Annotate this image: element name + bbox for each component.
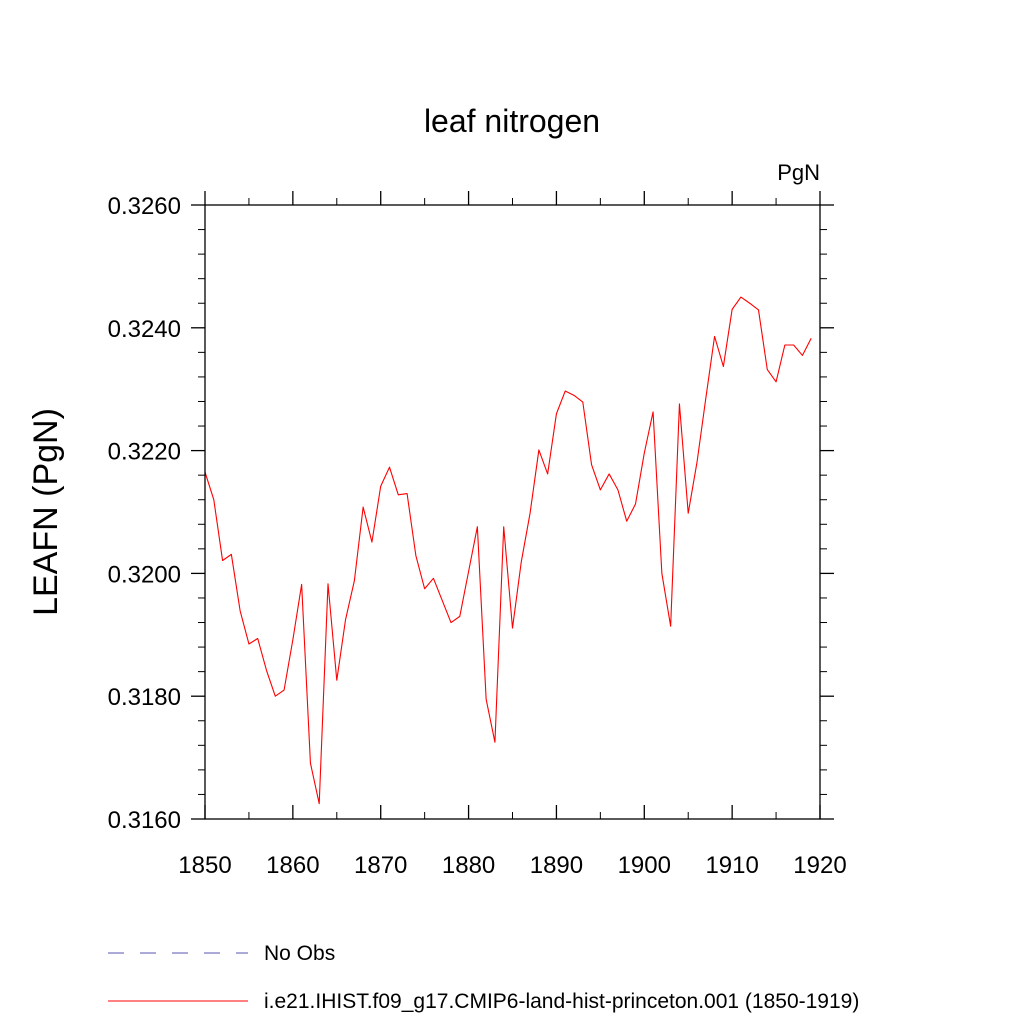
- x-tick-label: 1920: [793, 852, 846, 879]
- x-tick-label: 1890: [530, 852, 583, 879]
- y-tick-label: 0.3260: [108, 193, 181, 220]
- legend-label-no-obs: No Obs: [264, 942, 335, 965]
- y-tick-label: 0.3160: [108, 807, 181, 834]
- y-tick-label: 0.3220: [108, 439, 181, 466]
- x-tick-label: 1850: [178, 852, 231, 879]
- series-line-0: [204, 296, 812, 805]
- x-tick-label: 1910: [705, 852, 758, 879]
- x-tick-label: 1870: [354, 852, 407, 879]
- axis-tick-labels: 1850 1860 1870 1880 1890 1900 1910 1920 0.3160 0.…: [108, 193, 847, 879]
- legend: No Obs i.e21.IHIST.f09_g17.CMIP6-land-hi…: [108, 942, 859, 1013]
- x-tick-label: 1880: [442, 852, 495, 879]
- y-axis-label: LEAFN (PgN): [27, 408, 65, 616]
- y-tick-label: 0.3180: [108, 684, 181, 711]
- units-label: PgN: [777, 160, 820, 185]
- legend-label-simulation: i.e21.IHIST.f09_g17.CMIP6-land-hist-prin…: [264, 990, 859, 1013]
- series-layer: [204, 296, 812, 805]
- plot-frame: [204, 204, 821, 820]
- chart-title: leaf nitrogen: [424, 103, 600, 139]
- axis-ticks: [191, 191, 834, 820]
- y-tick-label: 0.3240: [108, 316, 181, 343]
- x-tick-label: 1860: [266, 852, 319, 879]
- x-tick-label: 1900: [618, 852, 671, 879]
- y-tick-label: 0.3200: [108, 561, 181, 588]
